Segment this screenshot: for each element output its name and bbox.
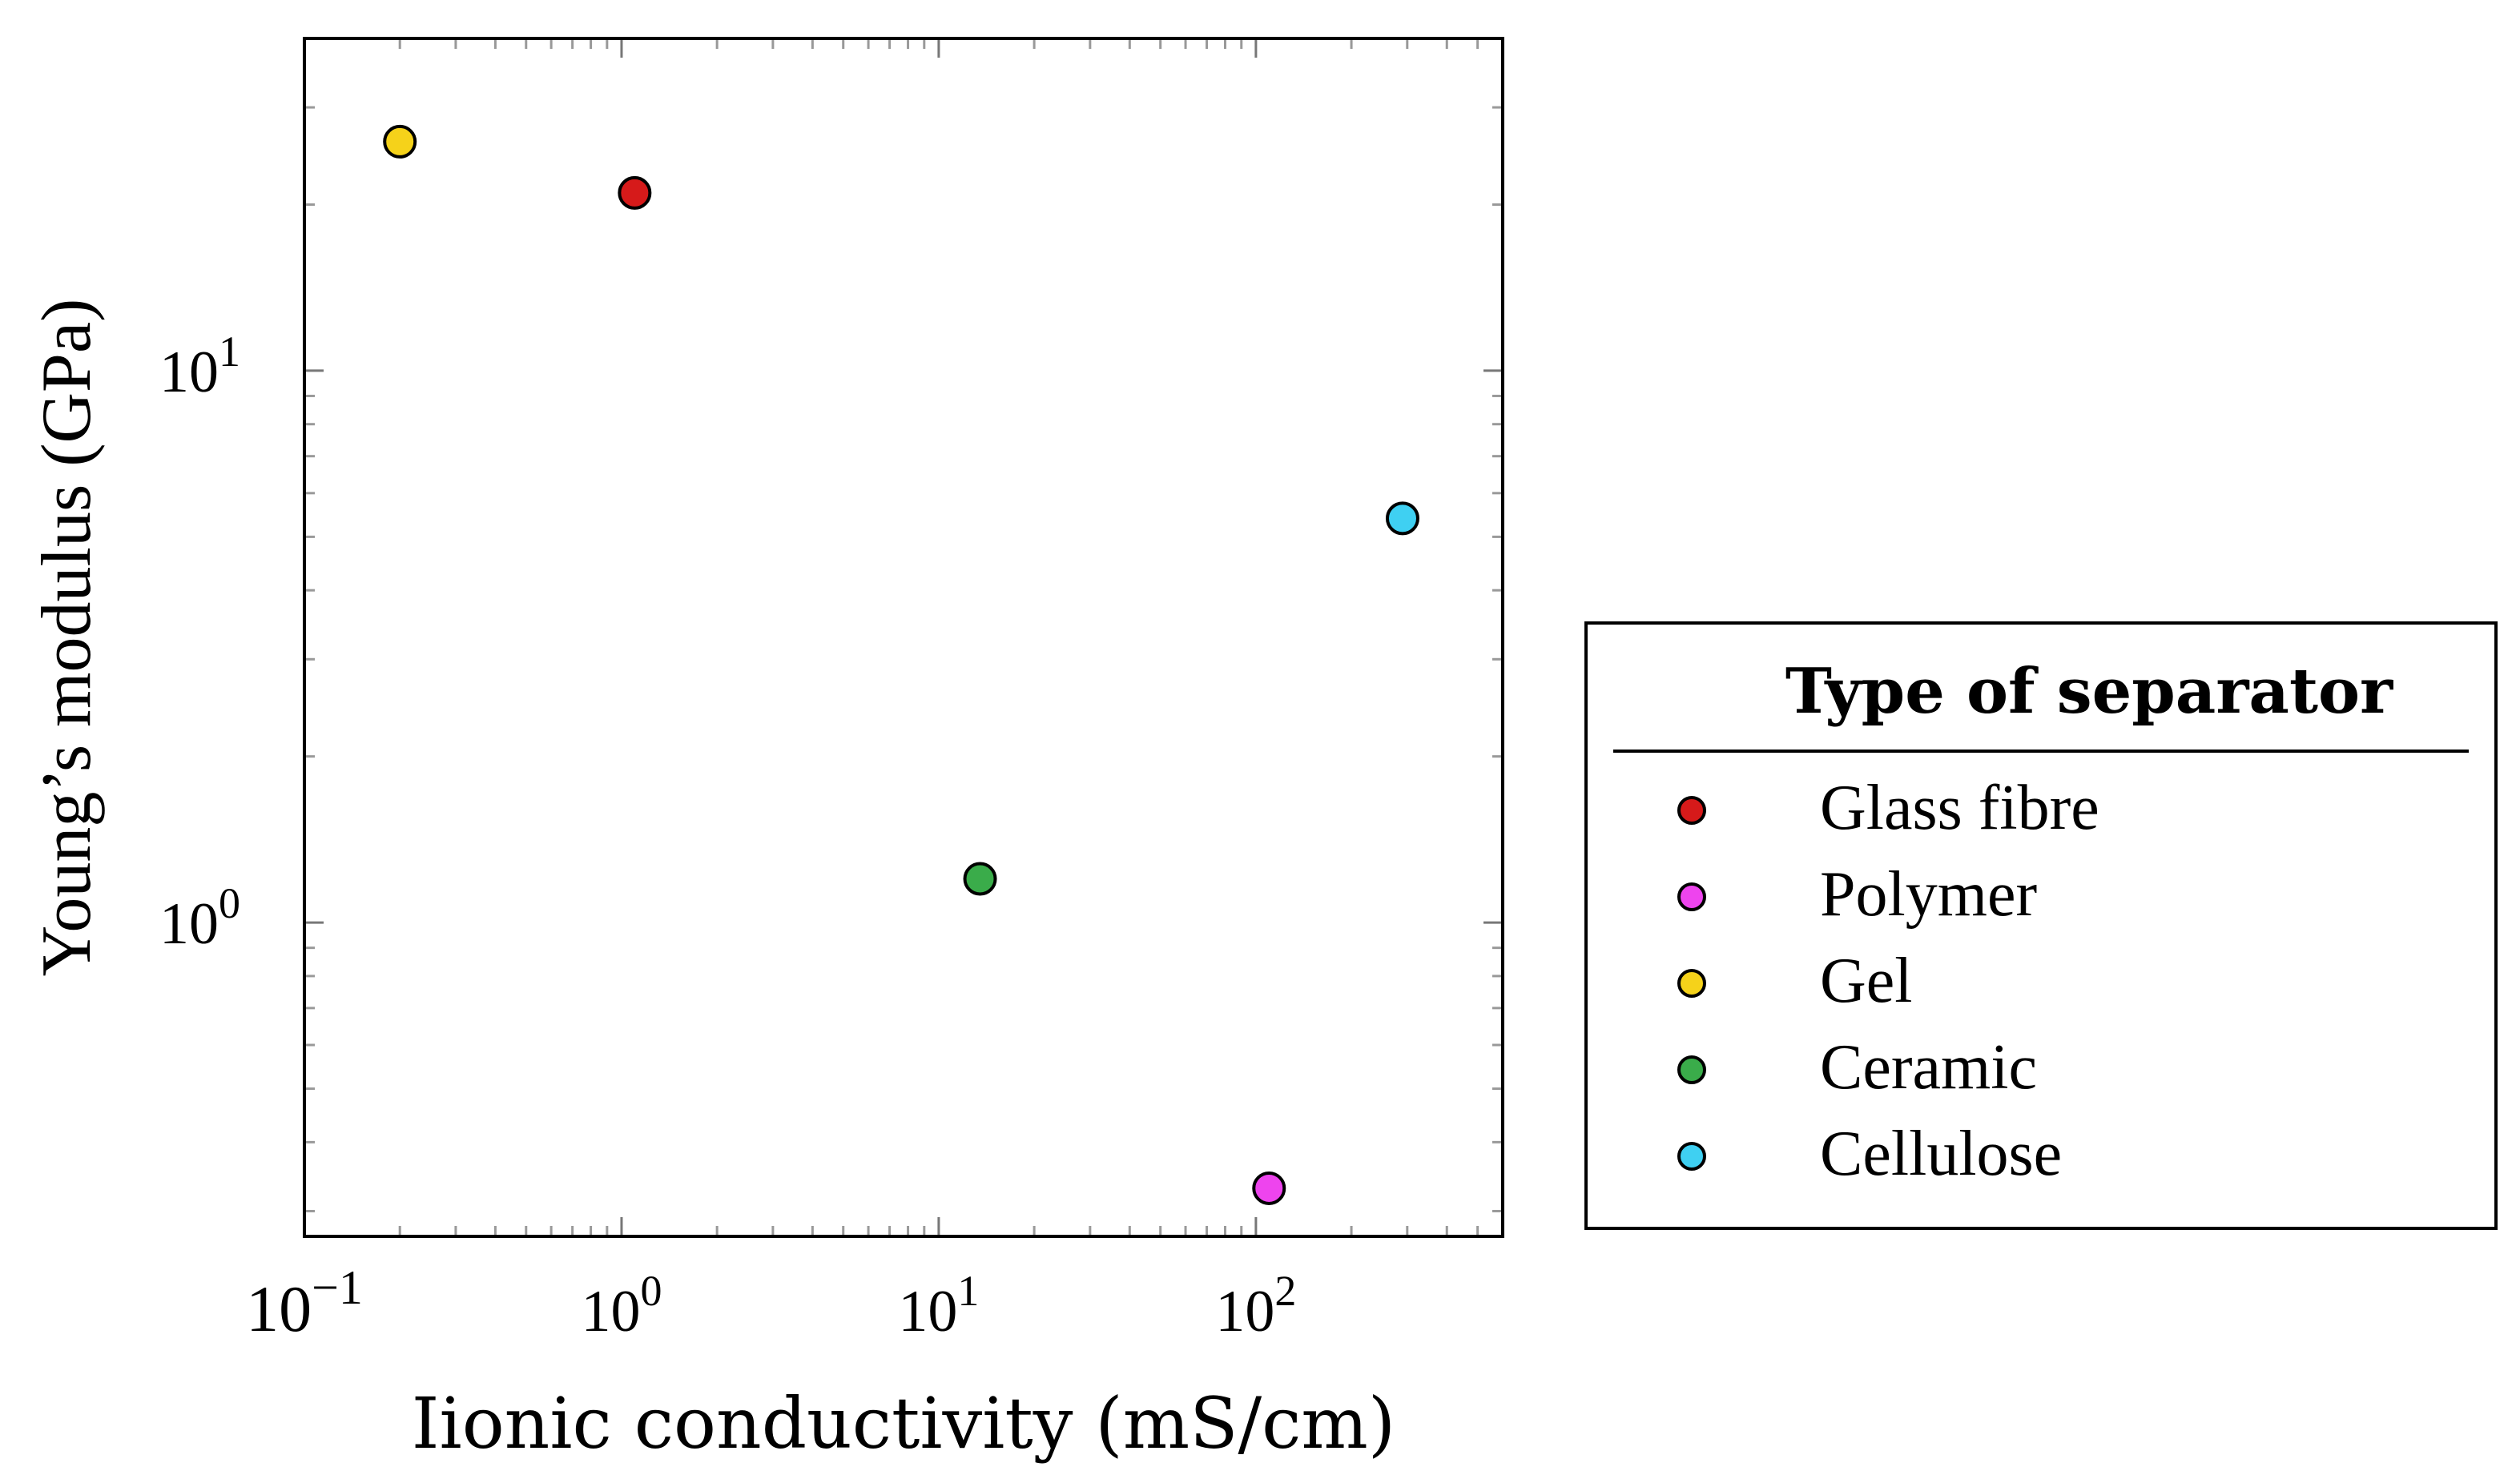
legend-item-cellulose: Cellulose: [1588, 1113, 2469, 1200]
y-tick-label: 101: [159, 328, 240, 405]
point-polymer: [1252, 1171, 1286, 1205]
legend-list: Glass fibre Polymer Gel Ceramic Cellulose: [1588, 767, 2469, 1200]
point-gel: [383, 124, 417, 159]
tick-marks: [303, 37, 1504, 1236]
data-points: [383, 124, 1419, 1205]
x-tick-label: 10−1: [246, 1261, 363, 1345]
legend-marker-icon: [1677, 882, 1706, 911]
legend-marker-icon: [1677, 796, 1706, 825]
plot-frame: [303, 37, 1504, 1238]
x-axis-label: Iionic conductivity (mS/cm): [412, 1382, 1395, 1465]
x-tick-label: 101: [898, 1267, 979, 1344]
y-tick-label: 100: [159, 879, 240, 957]
point-glass-fibre: [618, 175, 652, 210]
x-tick-label: 100: [581, 1267, 662, 1344]
x-tick-label: 102: [1215, 1267, 1296, 1344]
legend-marker-icon: [1677, 969, 1706, 998]
legend-label: Polymer: [1820, 859, 2038, 930]
x-tick-labels: 10−1 100 101 102: [246, 1261, 1296, 1345]
legend-label: Cellulose: [1820, 1119, 2063, 1189]
legend-item-ceramic: Ceramic: [1588, 1027, 2469, 1113]
legend-label: Ceramic: [1820, 1032, 2037, 1103]
legend-title: Type of separator: [1785, 655, 2393, 728]
legend-item-glass-fibre: Glass fibre: [1588, 767, 2469, 854]
legend-divider: [1613, 750, 2469, 753]
legend-item-polymer: Polymer: [1588, 854, 2469, 940]
y-axis-label: Young’s modulus (GPa): [28, 299, 106, 977]
legend-label: Glass fibre: [1820, 773, 2099, 843]
point-cellulose: [1385, 501, 1419, 536]
legend-marker-icon: [1677, 1142, 1706, 1171]
legend-marker-icon: [1677, 1055, 1706, 1084]
legend: Type of separator Glass fibre Polymer Gel C…: [1584, 621, 2498, 1230]
legend-item-gel: Gel: [1588, 940, 2469, 1027]
legend-label: Gel: [1820, 946, 1913, 1016]
point-ceramic: [963, 862, 997, 896]
y-tick-labels: 100 101: [159, 328, 240, 957]
